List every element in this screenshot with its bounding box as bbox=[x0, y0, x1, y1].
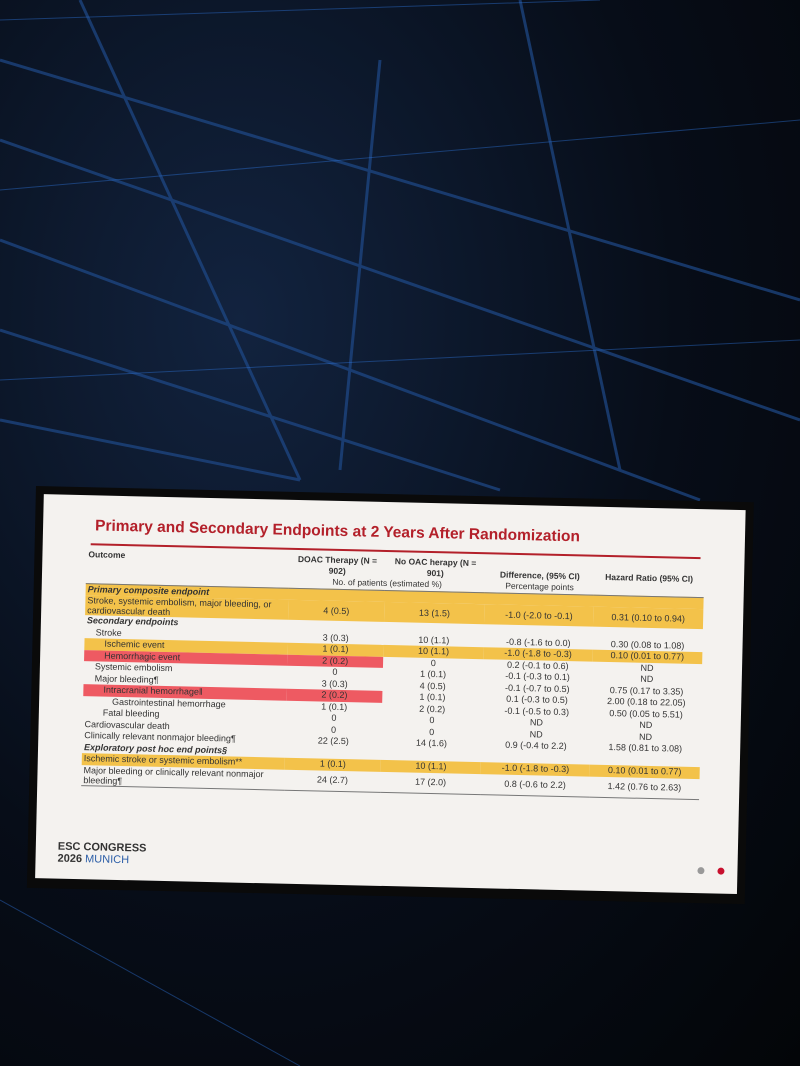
value: 0.31 (0.10 to 0.94) bbox=[593, 606, 704, 630]
endpoints-table: Outcome DOAC Therapy (N = 902) No OAC hera… bbox=[81, 549, 704, 800]
value: 0.8 (-0.6 to 2.2) bbox=[480, 773, 590, 797]
footer-city: MUNICH bbox=[84, 853, 130, 867]
value: 4 (0.5) bbox=[288, 599, 385, 622]
column-header: DOAC Therapy (N = 902) bbox=[297, 553, 378, 577]
value: 13 (1.5) bbox=[384, 601, 485, 625]
value: 1.42 (0.76 to 2.63) bbox=[589, 776, 700, 800]
value: 24 (2.7) bbox=[284, 769, 381, 792]
outcome: Major bleeding or clinically relevant no… bbox=[81, 764, 285, 790]
value: 17 (2.0) bbox=[380, 771, 481, 795]
slide-title: Primary and Secondary Endpoints at 2 Yea… bbox=[94, 517, 581, 546]
column-header: Difference, (95% CI) bbox=[499, 569, 580, 582]
dot bbox=[717, 867, 725, 875]
footer-year: 2026 bbox=[57, 852, 83, 866]
slide: Primary and Secondary Endpoints at 2 Yea… bbox=[35, 494, 746, 895]
column-header: No OAC herapy (N = 901) bbox=[394, 556, 477, 579]
dot bbox=[697, 867, 705, 875]
value: -1.0 (-2.0 to -0.1) bbox=[484, 604, 594, 627]
footer-line: 2026 MUNICH bbox=[57, 853, 129, 867]
screen: Primary and Secondary Endpoints at 2 Yea… bbox=[26, 486, 754, 905]
column-header: Hazard Ratio (95% CI) bbox=[605, 571, 694, 584]
